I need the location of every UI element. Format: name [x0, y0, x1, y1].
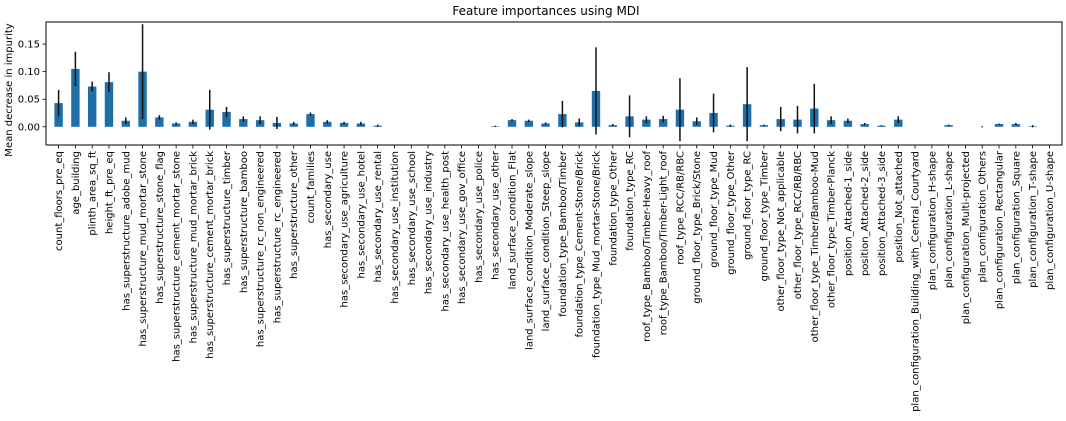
x-tick-label: other_floor_type_RCC/RB/RBC [793, 151, 804, 299]
x-tick-label: height_ft_pre_eq [104, 151, 115, 234]
x-tick-label: roof_type_Bamboo/Timber-Heavy_roof [642, 151, 653, 342]
x-tick-label: land_surface_condition_Moderate_slope [524, 151, 535, 350]
x-tick-label: has_superstructure_adobe_mud [121, 151, 132, 311]
x-tick-label: foundation_type_Mud_mortar-Stone/Brick [591, 151, 602, 358]
y-tick-label: 0.10 [18, 67, 40, 78]
x-tick-label: ground_floor_type_Timber [759, 150, 770, 281]
bar [87, 86, 97, 127]
y-axis-title: Mean decrease in impurity [4, 23, 15, 156]
y-axis: 0.00 0.05 0.10 0.15 [18, 40, 46, 133]
plot-frame [45, 21, 1063, 146]
x-tick-label: ground_floor_type_Mud [709, 151, 720, 268]
x-tick-label: has_secondary_use_school [407, 151, 418, 285]
x-tick-label: has_superstructure_timber [222, 150, 233, 285]
bar [642, 119, 651, 127]
error-bars-layer [57, 24, 1034, 142]
bar [994, 124, 1004, 127]
x-tick-label: has_superstructure_rc_engineered [272, 151, 283, 323]
x-tick-label: has_secondary_use_gov_office [457, 151, 468, 304]
x-tick-label: plinth_area_sq_ft [88, 151, 99, 236]
bar [877, 125, 886, 127]
x-tick-label: has_secondary_use_other [491, 150, 502, 280]
x-tick-label: has_superstructure_bamboo [239, 151, 250, 293]
bar [843, 120, 853, 127]
x-tick-label: has_secondary_use_hotel [356, 151, 367, 279]
bar [860, 124, 869, 127]
x-tick-label: land_surface_condition_Steep_slope [541, 151, 552, 331]
bar [71, 68, 80, 127]
x-tick-label: has_secondary_use [323, 151, 334, 248]
bar [306, 114, 315, 127]
bar [239, 119, 248, 127]
x-tick-label: roof_type_RCC/RB/RBC [675, 151, 686, 265]
x-tick-label: has_secondary_use_agriculture [340, 151, 351, 307]
x-tick-label: plan_configuration_Building_with_Central… [911, 151, 922, 412]
chart-title: Feature importances using MDI [452, 4, 639, 18]
x-tick-label: other_floor_type_Not_applicable [776, 151, 787, 311]
bar [524, 120, 534, 127]
plot-area: 0.00 0.05 0.10 0.15 count_floors_pre_eq age_… [18, 21, 1063, 412]
x-tick-label: plan_configuration_H-shape [927, 151, 938, 290]
x-tick-label: plan_configuration_L-shape [944, 151, 955, 288]
x-tick-label: position_Attached-3_side [877, 151, 888, 276]
x-tick-label: has_superstructure_rc_non_engineered [256, 151, 267, 347]
bar [894, 119, 903, 127]
x-tick-label: plan_configuration_T-shape [1028, 151, 1039, 288]
x-tick-label: ground_floor_type_Brick/Stone [692, 151, 703, 304]
bar [155, 117, 164, 127]
x-tick-label: has_secondary_use_police [474, 151, 485, 283]
x-tick-label: has_secondary_use_rental [373, 151, 384, 282]
bar [222, 111, 231, 127]
bar [759, 125, 769, 127]
x-tick-label: has_superstructure_other [289, 150, 300, 279]
x-tick-label: has_secondary_use_industry [424, 151, 435, 294]
x-tick-label: position_Attached-2_side [860, 151, 871, 276]
x-tick-label: has_superstructure_mud_mortar_brick [188, 151, 199, 344]
x-tick-label: plan_configuration_Square [1011, 151, 1022, 284]
x-tick-label: count_floors_pre_eq [54, 151, 65, 251]
x-tick-label: foundation_type_Other [608, 150, 619, 266]
bar [171, 123, 181, 127]
x-tick-label: plan_configuration_Others [978, 151, 989, 283]
y-tick-label: 0.05 [18, 95, 40, 106]
x-tick-label: land_surface_condition_Flat [508, 151, 519, 289]
x-tick-label: plan_configuration_Multi-projected [961, 151, 972, 324]
bar [507, 120, 517, 127]
bar [944, 125, 953, 127]
x-tick-label: has_secondary_use_institution [390, 151, 401, 304]
x-tick-label: other_floor_type_Timber/Bamboo-Mud [810, 151, 821, 342]
y-tick-label: 0.00 [18, 122, 40, 133]
x-tick-label: has_superstructure_stone_flag [155, 151, 166, 304]
x-tick-label: plan_configuration_U-shape [1045, 151, 1056, 290]
y-tick-label: 0.15 [18, 40, 40, 51]
bar [188, 121, 198, 127]
x-tick-label: has_secondary_use_health_post [440, 151, 451, 312]
x-tick-label: plan_configuration_Rectangular [995, 150, 1006, 309]
x-axis: count_floors_pre_eq age_building plinth_ar… [54, 145, 1056, 412]
x-tick-label: ground_floor_type_RC [743, 151, 754, 260]
x-tick-label: other_floor_type_Timber-Planck [827, 151, 838, 308]
x-tick-label: count_families [306, 151, 317, 223]
x-tick-label: has_superstructure_mud_mortar_stone [138, 151, 149, 347]
x-tick-label: foundation_type_RC [625, 151, 636, 251]
bar [1011, 124, 1021, 127]
x-tick-label: age_building [71, 151, 82, 215]
bar [658, 119, 668, 127]
x-tick-label: roof_type_Bamboo/Timber-Light_roof [659, 151, 670, 336]
x-tick-label: foundation_type_Cement-Stone/Brick [575, 151, 586, 338]
bar [541, 123, 550, 127]
bar [339, 122, 349, 127]
x-tick-label: foundation_type_Bamboo/Timber [558, 150, 569, 317]
x-tick-label: has_superstructure_cement_mortar_stone [172, 151, 183, 362]
bar [104, 82, 114, 127]
x-tick-label: position_Not_attached [894, 151, 905, 263]
x-tick-label: ground_floor_type_Other [726, 150, 737, 275]
x-tick-label: position_Attached-1_side [843, 151, 854, 276]
x-tick-label: has_superstructure_cement_mortar_brick [205, 151, 216, 359]
bar [323, 121, 332, 127]
bars-layer [54, 68, 1037, 127]
